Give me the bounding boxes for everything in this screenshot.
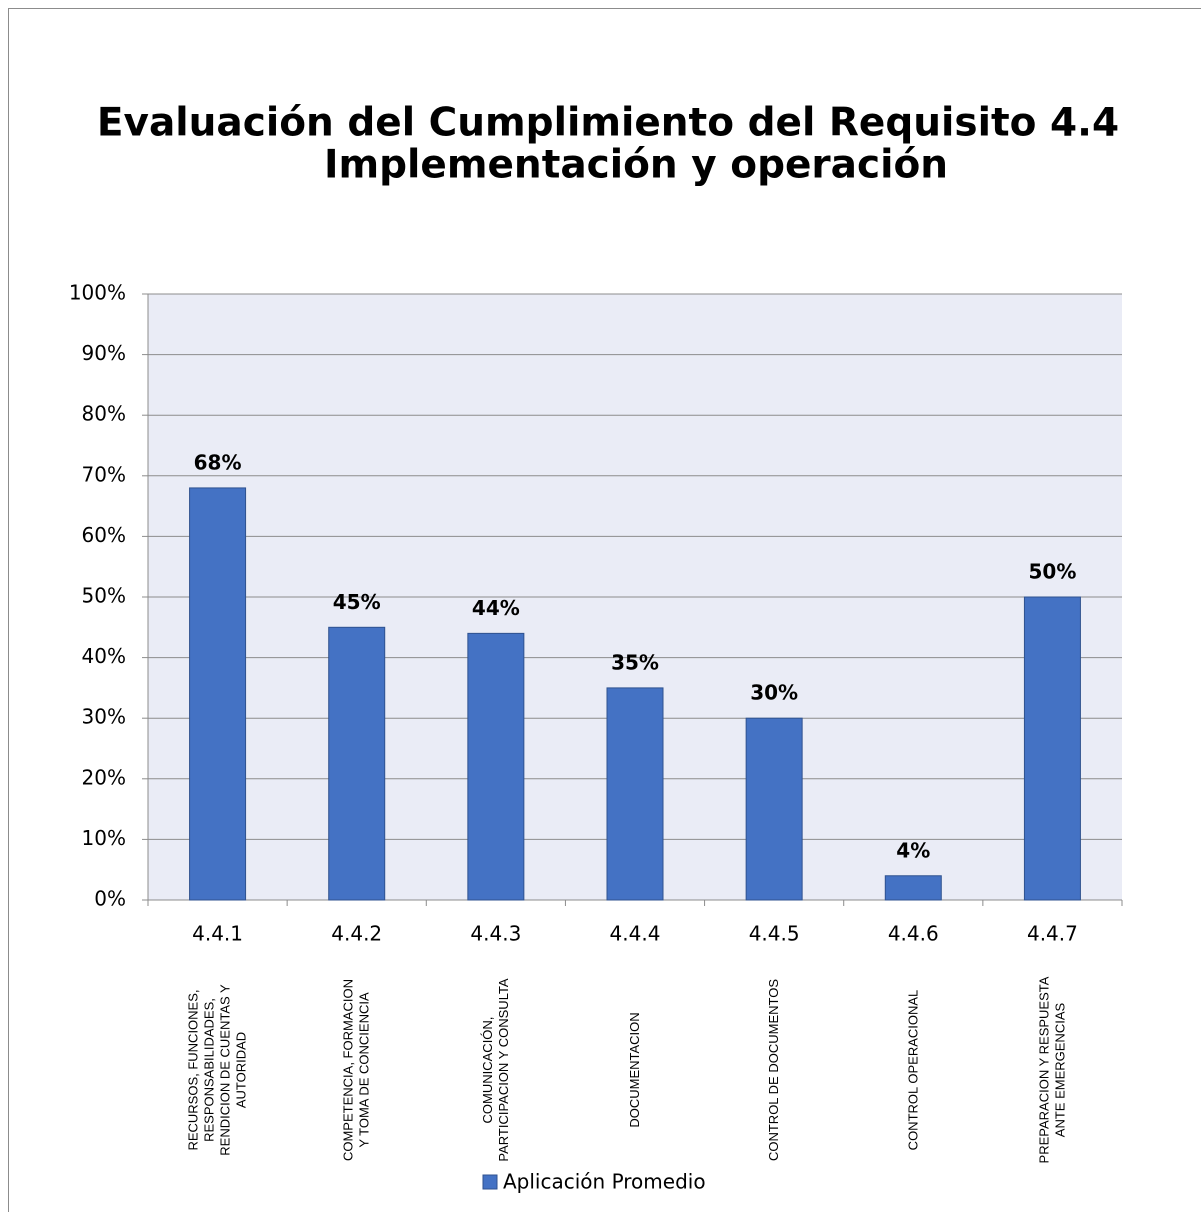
data-label: 45% xyxy=(333,590,381,614)
x-tick-label: 4.4.6 xyxy=(888,922,939,946)
x-tick-label: 4.4.7 xyxy=(1027,922,1078,946)
data-label: 44% xyxy=(472,596,520,620)
category-description-box: COMPETENCIA, FORMACION Y TOMA DE CONCIEN… xyxy=(340,979,372,1162)
data-label: 50% xyxy=(1028,560,1076,584)
data-label: 68% xyxy=(194,450,242,474)
category-description-box: CONTROL OPERACIONAL xyxy=(905,989,921,1151)
bar xyxy=(189,487,247,901)
bar xyxy=(467,632,525,901)
y-tick-label: 80% xyxy=(82,402,126,426)
x-tick-label: 4.4.3 xyxy=(470,922,521,946)
y-tick-label: 10% xyxy=(82,826,126,850)
category-description-box: COMUNICACIÓN, PARTICIPACION Y CONSULTA xyxy=(479,978,511,1162)
bar xyxy=(606,687,664,901)
category-description: PREPARACION Y RESPUESTA ANTE EMERGENCIAS xyxy=(1036,976,1068,1164)
legend-label: Aplicación Promedio xyxy=(503,1170,706,1194)
bar xyxy=(328,626,386,901)
x-tick-label: 4.4.4 xyxy=(610,922,661,946)
category-description: DOCUMENTACION xyxy=(627,1012,642,1128)
data-label: 35% xyxy=(611,650,659,674)
y-tick-label: 20% xyxy=(82,765,126,789)
x-tick-label: 4.4.1 xyxy=(192,922,243,946)
y-tick-label: 100% xyxy=(69,281,126,305)
category-description: RECURSOS, FUNCIONES, RESPONSABILIDADES, … xyxy=(185,984,249,1156)
bar xyxy=(884,875,942,901)
data-label: 30% xyxy=(750,681,798,705)
legend-swatch xyxy=(482,1174,498,1190)
bar xyxy=(1023,596,1081,901)
data-label: 4% xyxy=(896,838,930,862)
y-tick-label: 70% xyxy=(82,462,126,486)
y-tick-label: 90% xyxy=(82,341,126,365)
chart-title: Evaluación del Cumplimiento del Requisit… xyxy=(97,101,1119,146)
category-description: COMUNICACIÓN, PARTICIPACION Y CONSULTA xyxy=(479,978,511,1162)
y-tick-label: 40% xyxy=(82,644,126,668)
category-description-box: PREPARACION Y RESPUESTA ANTE EMERGENCIAS xyxy=(1036,976,1068,1164)
category-description: COMPETENCIA, FORMACION Y TOMA DE CONCIEN… xyxy=(340,979,372,1162)
category-description: CONTROL OPERACIONAL xyxy=(905,989,921,1151)
category-description-box: DOCUMENTACION xyxy=(627,1012,642,1128)
y-tick-label: 0% xyxy=(94,887,126,911)
chart-subtitle: Implementación y operación xyxy=(324,143,948,188)
category-description: CONTROL DE DOCUMENTOS xyxy=(766,979,782,1162)
x-tick-label: 4.4.2 xyxy=(331,922,382,946)
category-description-box: CONTROL DE DOCUMENTOS xyxy=(766,979,782,1162)
y-tick-label: 50% xyxy=(82,584,126,608)
bar xyxy=(745,717,803,901)
x-tick-label: 4.4.5 xyxy=(749,922,800,946)
y-tick-label: 60% xyxy=(82,523,126,547)
y-tick-label: 30% xyxy=(82,705,126,729)
category-description-box: RECURSOS, FUNCIONES, RESPONSABILIDADES, … xyxy=(185,984,249,1156)
